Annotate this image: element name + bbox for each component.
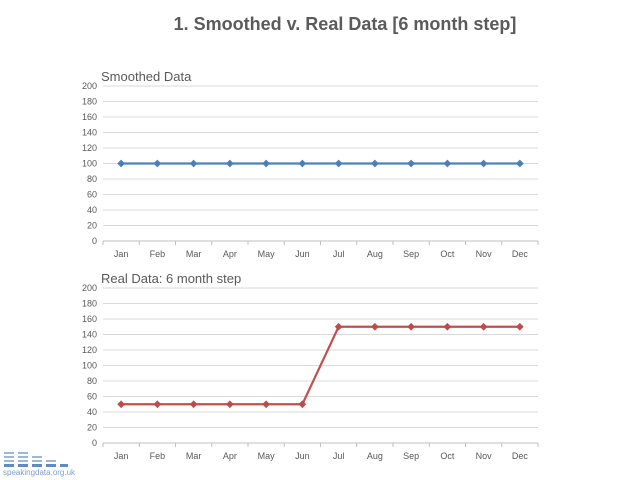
y-tick-label: 60 [87,190,97,200]
data-point [117,400,125,409]
x-tick-label: Apr [223,451,237,461]
y-tick-label: 180 [82,97,97,107]
y-tick-label: 120 [82,345,97,355]
x-tick-label: Oct [440,451,455,461]
y-tick-label: 160 [82,112,97,122]
data-point [262,159,270,168]
y-tick-label: 40 [87,407,97,417]
data-point [407,159,415,168]
x-tick-label: Aug [367,249,383,259]
data-point [516,159,524,168]
x-tick-label: Dec [512,249,529,259]
y-tick-label: 140 [82,330,97,340]
y-tick-label: 160 [82,314,97,324]
data-point [262,400,270,409]
y-tick-label: 40 [87,205,97,215]
x-tick-label: Mar [186,451,202,461]
y-tick-label: 100 [82,361,97,371]
y-tick-label: 120 [82,143,97,153]
y-tick-label: 80 [87,376,97,386]
data-point [516,322,524,331]
y-tick-label: 20 [87,423,97,433]
x-tick-label: Dec [512,451,529,461]
page-title: 1. Smoothed v. Real Data [6 month step] [173,14,517,34]
data-point [298,159,307,168]
x-tick-label: May [258,451,276,461]
data-point [334,322,343,331]
y-tick-label: 100 [82,159,97,169]
chart-title: Real Data: 6 month step [101,271,241,286]
y-tick-label: 60 [87,392,97,402]
x-tick-label: Jan [114,451,129,461]
x-tick-label: Jan [114,249,129,259]
logo-text: speakingdata.org.uk [3,468,76,477]
data-point [189,400,198,409]
data-point [334,159,343,168]
x-tick-label: Mar [186,249,202,259]
y-tick-label: 140 [82,128,97,138]
data-point [298,400,307,409]
data-point [226,400,234,409]
x-tick-label: Nov [476,249,493,259]
speakingdata-logo [4,452,68,467]
x-tick-label: Feb [150,249,166,259]
x-tick-label: Jul [333,451,345,461]
data-point [153,159,162,168]
x-tick-label: Jun [295,249,310,259]
real-data-chart: Real Data: 6 month step 0 20 40 60 80 100 120 14… [82,271,539,461]
data-point [443,159,452,168]
data-point [189,159,198,168]
x-tick-label: Oct [440,249,455,259]
chart-title: Smoothed Data [101,69,192,84]
data-point [479,322,488,331]
y-tick-label: 180 [82,299,97,309]
x-tick-label: Sep [403,249,419,259]
x-tick-label: Feb [150,451,166,461]
data-point [371,322,379,331]
x-tick-label: Sep [403,451,419,461]
x-tick-label: Jul [333,249,345,259]
x-tick-label: Aug [367,451,383,461]
y-tick-label: 0 [92,438,97,448]
y-tick-label: 200 [82,81,97,91]
data-point [479,159,488,168]
data-point [226,159,234,168]
data-point [407,322,415,331]
y-tick-label: 80 [87,174,97,184]
series-line [121,325,520,406]
x-tick-label: Nov [476,451,493,461]
data-point [443,322,452,331]
x-tick-label: Jun [295,451,310,461]
y-tick-label: 20 [87,221,97,231]
x-tick-label: Apr [223,249,237,259]
data-point [153,400,162,409]
data-point [371,159,379,168]
x-tick-label: May [258,249,276,259]
y-tick-label: 0 [92,236,97,246]
smoothed-data-chart: Smoothed Data 0 20 40 60 80 100 120 140 160 180 200… [82,69,539,259]
data-point [117,159,125,168]
y-tick-label: 200 [82,283,97,293]
